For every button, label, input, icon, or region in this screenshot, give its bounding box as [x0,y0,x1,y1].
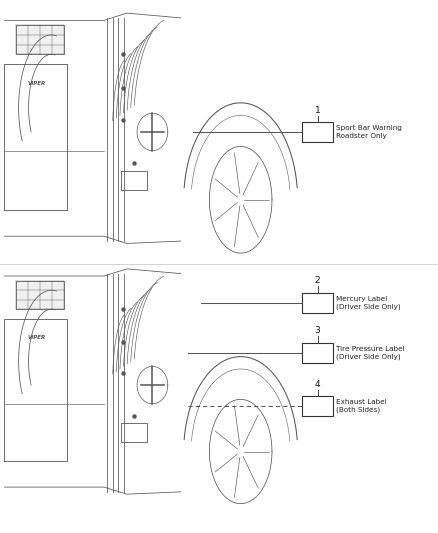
Text: VIPER: VIPER [28,335,46,340]
FancyBboxPatch shape [16,281,64,309]
Bar [302,122,333,142]
Text: 3: 3 [314,326,321,335]
Text: 4: 4 [315,379,320,389]
Bar [302,293,333,313]
Text: Sport Bar Warning
Roadster Only: Sport Bar Warning Roadster Only [336,125,402,139]
Bar [302,396,333,416]
FancyBboxPatch shape [16,25,64,54]
Text: 1: 1 [314,106,321,115]
Bar [121,171,147,190]
Bar [121,423,147,442]
Text: 2: 2 [315,276,320,285]
Text: Exhaust Label
(Both Sides): Exhaust Label (Both Sides) [336,399,387,413]
Text: VIPER: VIPER [28,81,46,86]
Bar [302,343,333,363]
Text: Mercury Label
(Driver Side Only): Mercury Label (Driver Side Only) [336,296,401,310]
Text: Tire Pressure Label
(Driver Side Only): Tire Pressure Label (Driver Side Only) [336,346,405,360]
